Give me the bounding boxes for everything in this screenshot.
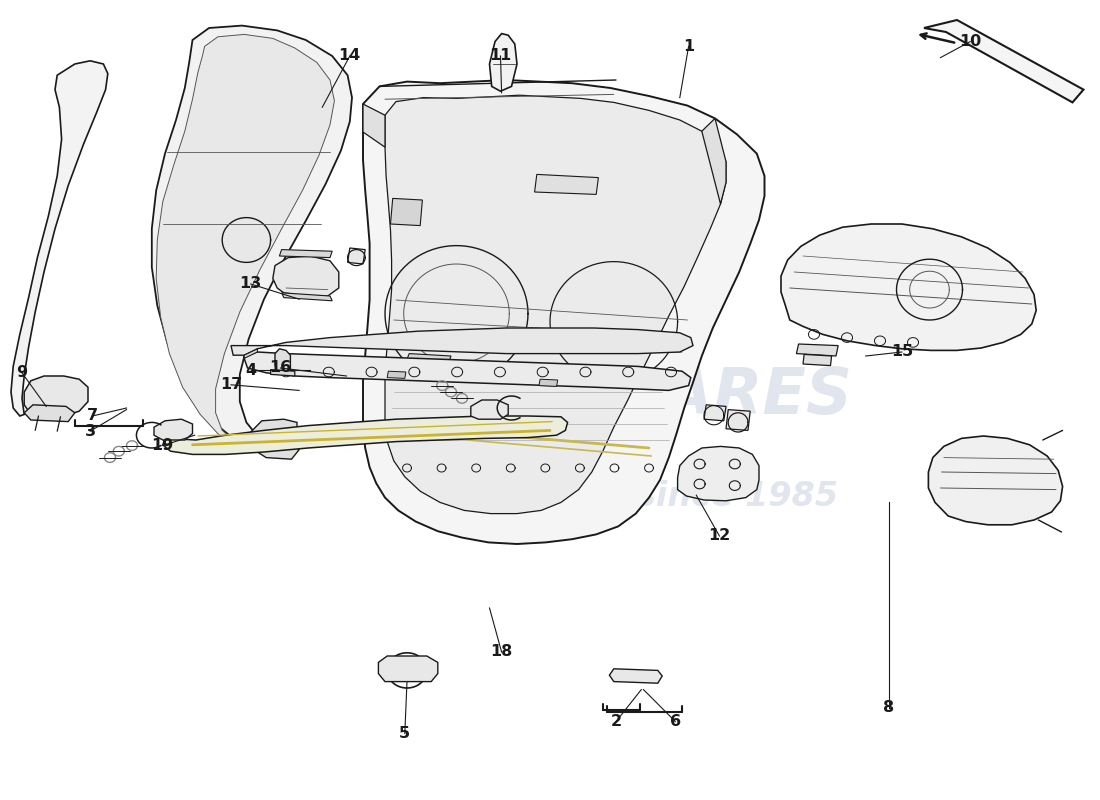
Polygon shape <box>704 405 726 421</box>
Text: 11: 11 <box>490 49 512 63</box>
Polygon shape <box>781 224 1036 350</box>
Text: 16: 16 <box>270 361 292 375</box>
Text: 19: 19 <box>152 438 174 453</box>
Text: 14: 14 <box>339 49 361 63</box>
Polygon shape <box>152 26 352 448</box>
Text: 13: 13 <box>240 277 262 291</box>
Polygon shape <box>471 400 508 419</box>
Polygon shape <box>348 248 365 264</box>
Polygon shape <box>363 104 385 147</box>
Polygon shape <box>163 416 568 454</box>
Text: 9: 9 <box>16 366 28 380</box>
Polygon shape <box>609 669 662 683</box>
Polygon shape <box>24 405 75 422</box>
Polygon shape <box>251 419 297 445</box>
Polygon shape <box>924 20 1084 102</box>
Text: 7: 7 <box>87 409 98 423</box>
Polygon shape <box>504 364 550 379</box>
Text: 17: 17 <box>220 378 242 392</box>
Polygon shape <box>378 656 438 682</box>
Text: since 1985: since 1985 <box>636 479 838 513</box>
Text: 5: 5 <box>399 726 410 741</box>
Polygon shape <box>796 344 838 356</box>
Text: 18: 18 <box>491 645 513 659</box>
Text: 2: 2 <box>610 714 621 729</box>
Polygon shape <box>273 256 339 296</box>
Text: 6: 6 <box>670 714 681 729</box>
Polygon shape <box>726 410 750 430</box>
Polygon shape <box>271 370 295 376</box>
Text: EUROSPARES: EUROSPARES <box>379 365 852 427</box>
Polygon shape <box>702 118 726 204</box>
Text: 4: 4 <box>245 363 256 378</box>
Polygon shape <box>803 354 832 366</box>
Polygon shape <box>257 444 299 459</box>
Polygon shape <box>154 419 192 440</box>
Polygon shape <box>539 379 558 386</box>
Text: 12: 12 <box>708 529 730 543</box>
Text: 3: 3 <box>85 424 96 438</box>
Text: 8: 8 <box>883 701 894 715</box>
Polygon shape <box>390 198 422 226</box>
Polygon shape <box>387 371 406 378</box>
Text: 1: 1 <box>683 39 694 54</box>
Polygon shape <box>678 446 759 501</box>
Text: 10: 10 <box>959 34 981 49</box>
Polygon shape <box>385 95 726 514</box>
Polygon shape <box>535 174 598 194</box>
Polygon shape <box>231 328 693 355</box>
Polygon shape <box>244 349 257 358</box>
Polygon shape <box>275 349 290 373</box>
Polygon shape <box>405 354 451 368</box>
Polygon shape <box>11 61 108 416</box>
Polygon shape <box>279 250 332 258</box>
Polygon shape <box>490 34 517 91</box>
Polygon shape <box>244 352 691 390</box>
Polygon shape <box>363 80 764 544</box>
Text: 15: 15 <box>891 345 913 359</box>
Polygon shape <box>24 376 88 416</box>
Polygon shape <box>282 293 332 301</box>
Polygon shape <box>928 436 1063 525</box>
Polygon shape <box>156 34 334 442</box>
